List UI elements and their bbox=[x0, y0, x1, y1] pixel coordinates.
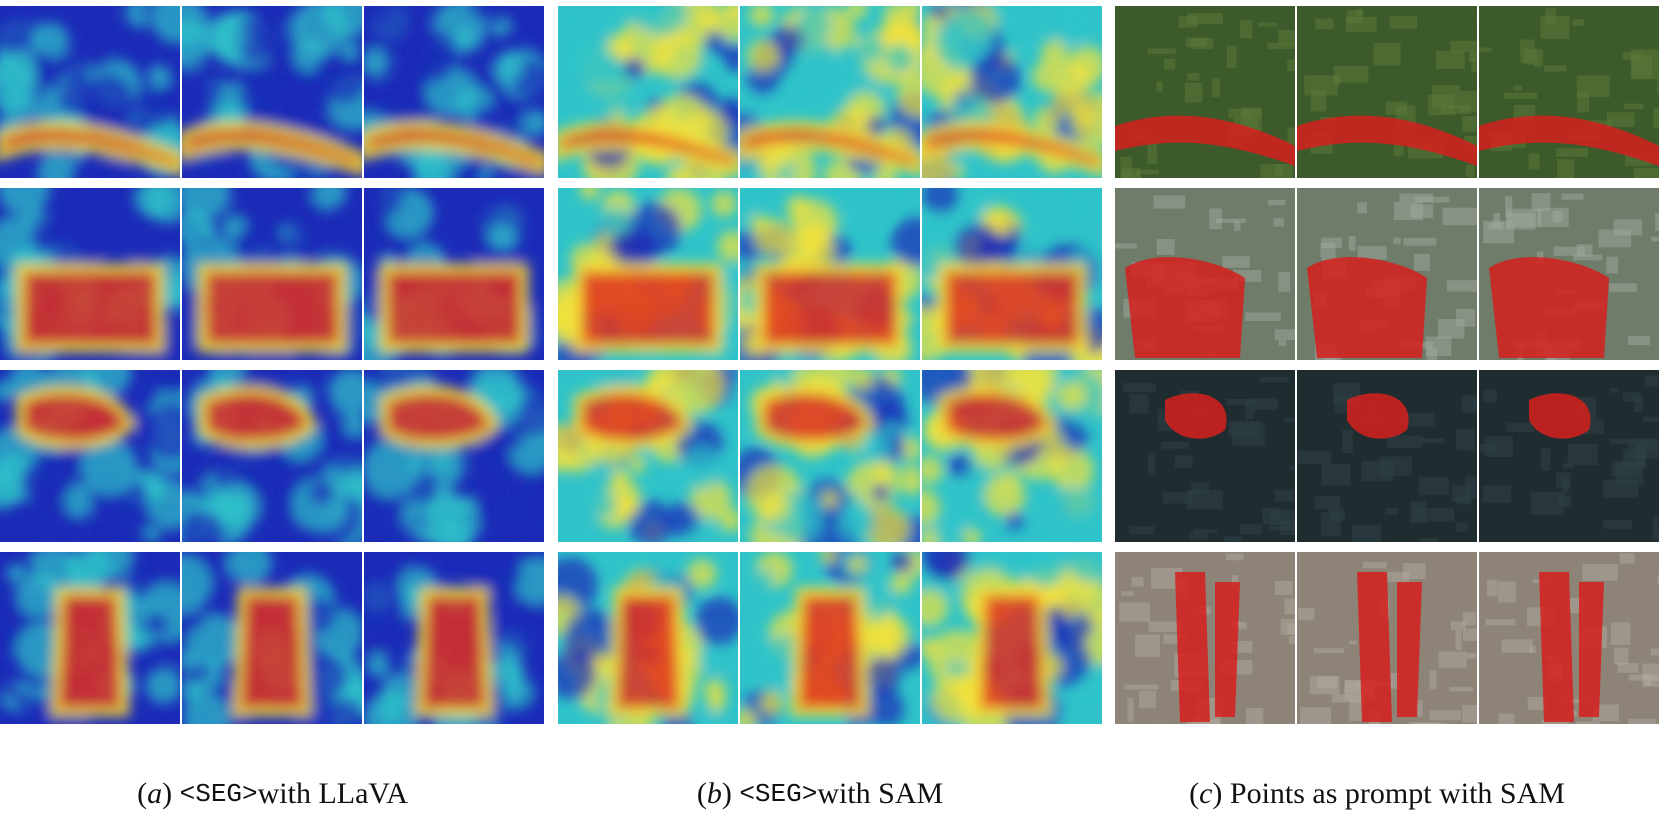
image-cell-bird-on-branch-a-2 bbox=[182, 6, 362, 178]
image-content bbox=[182, 370, 362, 542]
image-cell-cicada-on-bark-c-2 bbox=[1297, 552, 1477, 724]
image-cell-horse-and-carriage-c-2 bbox=[1297, 188, 1477, 360]
image-cell-horse-and-carriage-a-3 bbox=[364, 188, 544, 360]
image-cell-cicada-on-bark-c-3 bbox=[1479, 552, 1659, 724]
image-content bbox=[364, 188, 544, 360]
image-content bbox=[1479, 370, 1659, 542]
image-cell-swimming-animal-b-2 bbox=[740, 370, 920, 542]
image-cell-horse-and-carriage-b-2 bbox=[740, 188, 920, 360]
image-cell-cicada-on-bark-b-2 bbox=[740, 552, 920, 724]
image-content bbox=[182, 188, 362, 360]
image-cell-swimming-animal-a-1 bbox=[0, 370, 180, 542]
image-content bbox=[182, 552, 362, 724]
image-content bbox=[1297, 188, 1477, 360]
image-cell-bird-on-branch-c-3 bbox=[1479, 6, 1659, 178]
image-content bbox=[558, 6, 738, 178]
image-cell-bird-on-branch-b-3 bbox=[922, 6, 1102, 178]
image-content bbox=[558, 552, 738, 724]
caption-b-text: with SAM bbox=[817, 777, 944, 810]
image-cell-swimming-animal-a-3 bbox=[364, 370, 544, 542]
image-cell-horse-and-carriage-c-1 bbox=[1115, 188, 1295, 360]
image-content bbox=[0, 188, 180, 360]
image-cell-horse-and-carriage-b-1 bbox=[558, 188, 738, 360]
image-content bbox=[364, 552, 544, 724]
caption-b-letter: b bbox=[706, 777, 722, 810]
image-content bbox=[0, 6, 180, 178]
image-cell-bird-on-branch-c-2 bbox=[1297, 6, 1477, 178]
caption-b: (b) <SEG> with SAM bbox=[696, 777, 944, 810]
image-cell-horse-and-carriage-c-3 bbox=[1479, 188, 1659, 360]
image-cell-swimming-animal-c-2 bbox=[1297, 370, 1477, 542]
image-cell-bird-on-branch-c-1 bbox=[1115, 6, 1295, 178]
image-content bbox=[1479, 552, 1659, 724]
image-content bbox=[922, 370, 1102, 542]
image-content bbox=[1297, 370, 1477, 542]
image-content bbox=[1115, 370, 1295, 542]
image-content bbox=[922, 552, 1102, 724]
image-cell-swimming-animal-b-1 bbox=[558, 370, 738, 542]
image-content bbox=[1297, 552, 1477, 724]
caption-c-text: Points as prompt with SAM bbox=[1229, 777, 1565, 810]
image-cell-swimming-animal-c-3 bbox=[1479, 370, 1659, 542]
image-content bbox=[0, 552, 180, 724]
image-content bbox=[922, 188, 1102, 360]
image-content bbox=[1479, 188, 1659, 360]
image-content bbox=[1297, 6, 1477, 178]
image-content bbox=[182, 6, 362, 178]
image-content bbox=[922, 6, 1102, 178]
caption-a-token: <SEG> bbox=[179, 779, 258, 809]
image-cell-bird-on-branch-a-1 bbox=[0, 6, 180, 178]
caption-a-letter: a bbox=[147, 777, 163, 810]
image-cell-cicada-on-bark-b-3 bbox=[922, 552, 1102, 724]
image-content bbox=[558, 188, 738, 360]
image-cell-swimming-animal-c-1 bbox=[1115, 370, 1295, 542]
image-content bbox=[1115, 6, 1295, 178]
image-cell-horse-and-carriage-a-1 bbox=[0, 188, 180, 360]
image-cell-horse-and-carriage-a-2 bbox=[182, 188, 362, 360]
caption-b-token: <SEG> bbox=[739, 779, 818, 809]
image-cell-cicada-on-bark-c-1 bbox=[1115, 552, 1295, 724]
image-content bbox=[740, 370, 920, 542]
image-content bbox=[558, 370, 738, 542]
caption-a-text: with LLaVA bbox=[257, 777, 408, 810]
caption-c: (c) Points as prompt with SAM bbox=[1189, 777, 1565, 810]
image-cell-cicada-on-bark-b-1 bbox=[558, 552, 738, 724]
image-cell-bird-on-branch-b-2 bbox=[740, 6, 920, 178]
image-cell-bird-on-branch-b-1 bbox=[558, 6, 738, 178]
image-content bbox=[1115, 188, 1295, 360]
image-cell-bird-on-branch-a-3 bbox=[364, 6, 544, 178]
image-cell-swimming-animal-b-3 bbox=[922, 370, 1102, 542]
caption-a: (a) <SEG> with LLaVA bbox=[137, 777, 408, 810]
caption-c-letter: c bbox=[1199, 777, 1213, 810]
image-content bbox=[740, 552, 920, 724]
image-content bbox=[740, 188, 920, 360]
image-content bbox=[1479, 6, 1659, 178]
image-cell-horse-and-carriage-b-3 bbox=[922, 188, 1102, 360]
image-content bbox=[364, 6, 544, 178]
image-content bbox=[740, 6, 920, 178]
image-content bbox=[1115, 552, 1295, 724]
image-content bbox=[0, 370, 180, 542]
image-cell-cicada-on-bark-a-3 bbox=[364, 552, 544, 724]
image-cell-cicada-on-bark-a-2 bbox=[182, 552, 362, 724]
image-cell-cicada-on-bark-a-1 bbox=[0, 552, 180, 724]
image-cell-swimming-animal-a-2 bbox=[182, 370, 362, 542]
image-content bbox=[364, 370, 544, 542]
